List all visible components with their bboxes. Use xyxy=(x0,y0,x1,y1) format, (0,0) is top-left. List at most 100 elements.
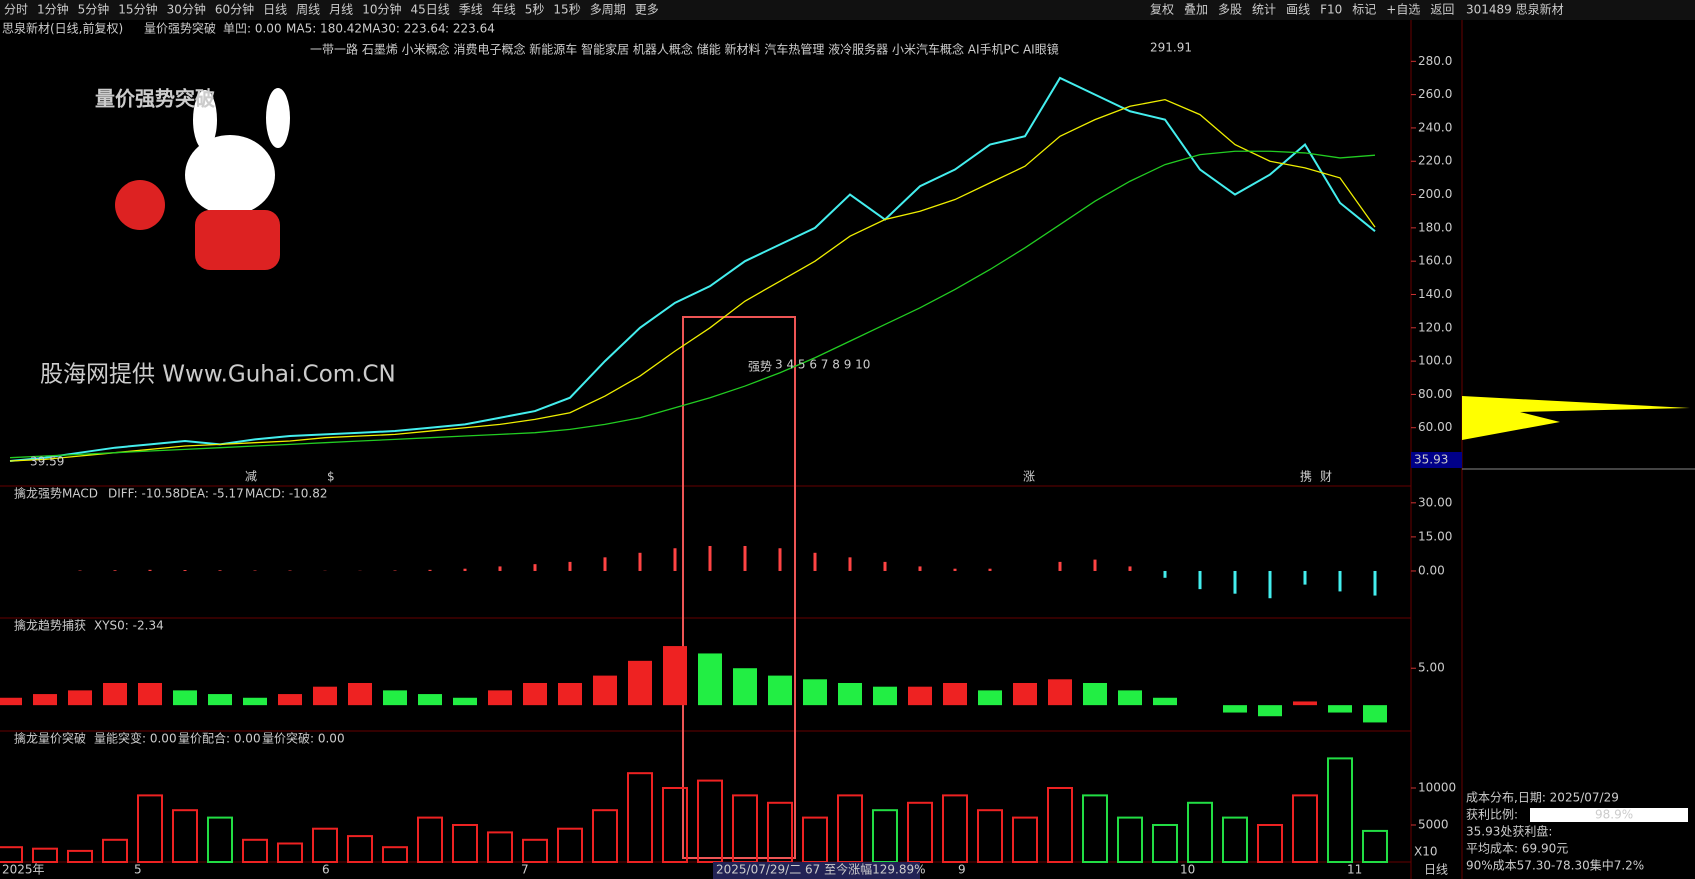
volume-bar xyxy=(592,809,618,863)
xys-bar xyxy=(628,660,652,706)
volume-bar xyxy=(487,831,513,864)
toolbar-button[interactable]: 标记 xyxy=(1352,3,1376,17)
toolbar-button[interactable]: 15秒 xyxy=(553,3,580,17)
ma5-line xyxy=(9,98,1376,462)
date-highlight: 2025/07/29/二 67 至今涨幅129.89% xyxy=(716,862,926,877)
volume-bar xyxy=(662,786,688,864)
toolbar-button[interactable]: 叠加 xyxy=(1184,3,1208,17)
volume-bar xyxy=(697,779,723,864)
x-tick-label: 6 xyxy=(322,863,330,877)
x-tick-label: 2025年 xyxy=(2,863,45,877)
period-label[interactable]: 日线 xyxy=(1424,863,1448,877)
ma30-line xyxy=(9,150,1376,459)
y-tick-label: 240.0 xyxy=(1418,120,1452,134)
xys-bar xyxy=(453,697,477,706)
xys-bar xyxy=(1363,705,1387,723)
y-tick-label: 15.00 xyxy=(1418,529,1452,543)
header-text: : 223.64 xyxy=(445,22,495,36)
stock-code: 301489 思泉新材 xyxy=(1466,2,1564,17)
volume-bar xyxy=(312,827,338,863)
toolbar-button[interactable]: 5分钟 xyxy=(78,2,110,17)
x-tick-label: 5 xyxy=(134,863,142,877)
volume-bar xyxy=(522,838,548,864)
toolbar-button[interactable]: 月线 xyxy=(329,3,353,17)
volume-bar xyxy=(277,842,303,864)
y-tick-label: 60.00 xyxy=(1418,420,1452,434)
volume-bar xyxy=(1257,823,1283,863)
cost-text: 平均成本: 69.90元 xyxy=(1466,842,1568,856)
toolbar-button[interactable]: 周线 xyxy=(296,3,320,17)
toolbar-button[interactable]: 多股 xyxy=(1218,3,1242,17)
y-tick-label: 260.0 xyxy=(1418,87,1452,101)
volume-bar xyxy=(347,835,373,864)
toolbar-button[interactable]: 多周期 xyxy=(590,3,626,17)
xys-bar xyxy=(383,690,407,706)
toolbar-button[interactable]: 30分钟 xyxy=(167,2,206,17)
cost-distribution xyxy=(1462,396,1690,440)
toolbar-button[interactable]: +自选 xyxy=(1386,3,1420,17)
xys-bar xyxy=(1048,679,1072,706)
cost-ratio: 98.9% xyxy=(1595,808,1633,822)
header-text: 单凹: 0.00 xyxy=(223,22,282,36)
toolbar-button[interactable]: 60分钟 xyxy=(215,2,254,17)
x-tick-label: 9 xyxy=(958,863,966,877)
indicator-text: 擒龙趋势捕获 xyxy=(14,618,86,633)
event-marker: 涨 xyxy=(1023,469,1035,484)
toolbar-button[interactable]: 1分钟 xyxy=(37,2,69,17)
xys-bar xyxy=(1083,682,1107,706)
toolbar-button[interactable]: 复权 xyxy=(1150,3,1174,17)
xys-bar xyxy=(873,686,897,706)
toolbar-button[interactable]: 日线 xyxy=(263,3,287,17)
toolbar-button[interactable]: 分时 xyxy=(4,3,28,17)
signal-label: 强势 xyxy=(748,360,772,374)
xys-bar xyxy=(978,690,1002,706)
watermark: 股海网提供 Www.Guhai.Com.CN xyxy=(40,362,396,388)
cost-text: 获利比例: xyxy=(1466,808,1518,822)
toolbar-button[interactable]: 45日线 xyxy=(410,3,449,17)
toolbar-button[interactable]: 画线 xyxy=(1286,3,1310,17)
indicator-text: 量能突变: 0.00 xyxy=(94,731,177,746)
xys-bar xyxy=(348,682,372,706)
volume-bar xyxy=(907,801,933,863)
y-tick-label: 0.00 xyxy=(1418,563,1445,577)
xys-bar xyxy=(68,690,92,706)
xys-bar xyxy=(943,682,967,706)
y-tick-label: 160.0 xyxy=(1418,254,1452,268)
toolbar-button[interactable]: 10分钟 xyxy=(362,2,401,17)
y-tick-label: 5000 xyxy=(1418,817,1449,831)
x-tick-label: 11 xyxy=(1347,863,1362,877)
y-tick-label: 280.0 xyxy=(1418,54,1452,68)
xys-bar xyxy=(1118,690,1142,706)
xys-bar xyxy=(243,697,267,706)
high-label: 291.91 xyxy=(1150,41,1192,55)
toolbar-button[interactable]: 15分钟 xyxy=(118,2,157,17)
y-tick-label: 220.0 xyxy=(1418,154,1452,168)
toolbar-button[interactable]: 返回 xyxy=(1430,3,1454,17)
toolbar-button[interactable]: 年线 xyxy=(492,3,516,17)
toolbar-button[interactable]: 5秒 xyxy=(525,3,545,17)
indicator-text: DEA: -5.17 xyxy=(180,487,244,501)
toolbar-button[interactable]: 统计 xyxy=(1252,3,1276,17)
xys-bar xyxy=(278,694,302,706)
volume-bar xyxy=(1047,786,1073,864)
toolbar-button[interactable]: 更多 xyxy=(635,3,659,17)
xys-bar xyxy=(0,697,22,706)
indicator-text: 量价突破: 0.00 xyxy=(262,731,345,746)
xys-bar xyxy=(838,682,862,706)
cost-text: 35.93处获利盘: xyxy=(1466,824,1552,839)
header-text: 思泉新材(日线,前复权) xyxy=(2,21,123,36)
xys-bar xyxy=(803,679,827,706)
volume-bar xyxy=(732,794,758,863)
last-price: 35.93 xyxy=(1414,453,1448,467)
toolbar-button[interactable]: 季线 xyxy=(459,3,483,17)
y-tick-label: 120.0 xyxy=(1418,320,1452,334)
xys-bar xyxy=(103,682,127,706)
x-tick-label: 10 xyxy=(1180,863,1195,877)
volume-bar xyxy=(1152,823,1178,863)
cost-text: 成本分布,日期: 2025/07/29 xyxy=(1466,791,1619,805)
volume-bar xyxy=(0,846,23,864)
event-marker: 财 xyxy=(1320,470,1332,484)
volume-bar xyxy=(67,849,93,864)
toolbar-button[interactable]: F10 xyxy=(1320,3,1342,17)
